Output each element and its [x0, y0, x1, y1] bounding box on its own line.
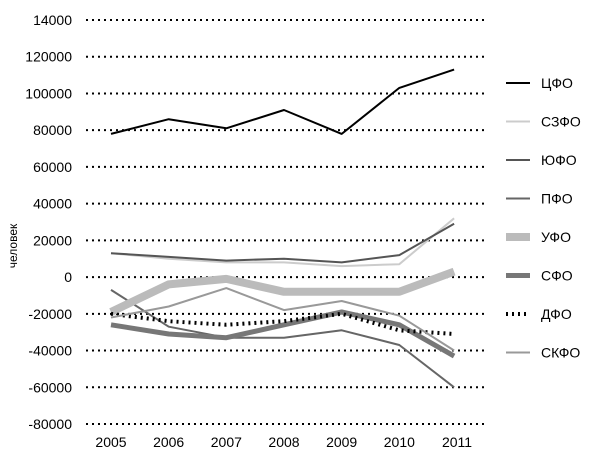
- x-tick-label: 2009: [326, 434, 357, 450]
- series-line-1: [110, 68, 455, 135]
- y-axis-label: человек: [6, 223, 20, 268]
- legend-label: СФО: [541, 268, 573, 284]
- y-tick-label: 0: [64, 269, 72, 285]
- y-tick-label: 80000: [33, 122, 72, 138]
- series-line-4: [110, 289, 455, 389]
- x-tick-label: 2010: [384, 434, 415, 450]
- legend-label: ДФО: [541, 306, 572, 322]
- x-tick-label: 2007: [211, 434, 242, 450]
- legend-label: ПФО: [541, 191, 573, 207]
- y-tick-label: 14000: [33, 12, 72, 28]
- legend-label: ЦФО: [541, 75, 573, 91]
- x-axis-ticks: 2005 2006 2007 2008 2009 2010 2011: [95, 434, 472, 450]
- series-line-5: [109, 267, 456, 316]
- series-lines: [109, 68, 456, 389]
- legend-label: ЮФО: [541, 152, 577, 168]
- series-line-6: [110, 309, 456, 359]
- series-line-8: [110, 287, 455, 352]
- x-tick-label: 2008: [268, 434, 299, 450]
- y-tick-label: 100000: [25, 85, 72, 101]
- series-line-3: [110, 222, 455, 264]
- y-tick-label: -60000: [28, 379, 72, 395]
- y-tick-label: 120000: [25, 49, 72, 65]
- x-tick-label: 2005: [95, 434, 126, 450]
- legend-label: СЗФО: [541, 114, 581, 130]
- y-tick-label: 40000: [33, 196, 72, 212]
- y-tick-label: -20000: [28, 306, 72, 322]
- x-tick-label: 2011: [442, 434, 472, 450]
- y-tick-label: 60000: [33, 159, 72, 175]
- legend-label: УФО: [541, 229, 571, 245]
- legend-label: СКФО: [541, 345, 580, 361]
- x-tick-label: 2006: [153, 434, 184, 450]
- y-tick-label: -40000: [28, 343, 72, 359]
- y-tick-label: 20000: [33, 232, 72, 248]
- series-line-2: [110, 217, 455, 268]
- y-tick-label: -80000: [28, 416, 72, 432]
- legend: ЦФО СЗФО ЮФО ПФО УФО СФО ДФО СКФО: [506, 75, 581, 361]
- gridlines: [86, 19, 485, 425]
- y-axis-ticks: 14000 120000 100000 80000 60000 40000 20000 0 -2…: [25, 12, 72, 432]
